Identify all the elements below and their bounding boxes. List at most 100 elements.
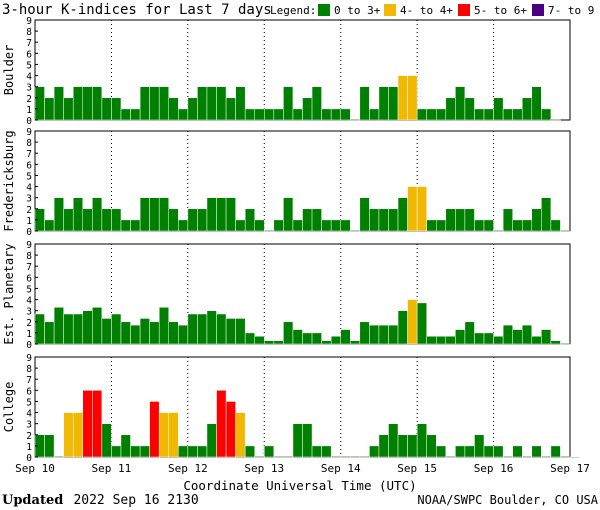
kindex-bar bbox=[330, 335, 341, 345]
kindex-bar bbox=[359, 197, 370, 232]
kindex-bar bbox=[111, 445, 122, 458]
kindex-bar bbox=[474, 108, 485, 121]
kindex-bar bbox=[264, 230, 275, 233]
y-tick-label: 0 bbox=[26, 227, 32, 238]
kindex-bar bbox=[63, 412, 74, 458]
kindex-bar bbox=[235, 318, 246, 345]
kindex-bar bbox=[63, 97, 74, 121]
kindex-bar bbox=[340, 219, 351, 232]
kindex-bar bbox=[264, 445, 275, 458]
kindex-bar bbox=[101, 318, 112, 345]
kindex-bar bbox=[311, 86, 322, 121]
kindex-bar bbox=[63, 313, 74, 345]
kindex-bar bbox=[455, 208, 466, 232]
kindex-bar bbox=[464, 321, 475, 345]
y-tick-label: 3 bbox=[26, 307, 32, 318]
kindex-bar bbox=[569, 456, 580, 459]
y-tick-label: 4 bbox=[26, 72, 32, 83]
kindex-bar bbox=[111, 97, 122, 121]
kindex-bar bbox=[244, 208, 255, 232]
kindex-bar bbox=[225, 197, 236, 232]
kindex-bar bbox=[72, 197, 84, 232]
kindex-bar bbox=[197, 445, 208, 458]
kindex-bar bbox=[273, 219, 284, 232]
legend-entry: 0 to 3+ bbox=[334, 4, 381, 17]
kindex-bar bbox=[483, 219, 494, 232]
kindex-bar bbox=[264, 340, 275, 345]
kindex-bar bbox=[206, 197, 217, 232]
kindex-bar bbox=[273, 340, 284, 345]
chart-title: 3-hour K-indices for Last 7 days bbox=[2, 2, 272, 18]
kindex-bar bbox=[101, 97, 112, 121]
x-tick-label: Sep 15 bbox=[397, 462, 437, 475]
kindex-bar bbox=[225, 97, 236, 121]
kindex-bar bbox=[283, 197, 294, 232]
kindex-bar bbox=[168, 412, 179, 458]
y-tick-label: 0 bbox=[26, 116, 32, 127]
legend: 0 to 3+ 4- to 4+ 5- to 6+ 7- to 9 bbox=[318, 4, 594, 17]
kindex-bar bbox=[254, 108, 265, 121]
kindex-bar bbox=[44, 219, 55, 232]
kindex-bar bbox=[206, 86, 217, 121]
y-tick-label: 1 bbox=[26, 329, 32, 340]
legend-label: Legend: bbox=[270, 4, 316, 17]
kindex-bar bbox=[340, 456, 351, 459]
kindex-bar bbox=[350, 230, 361, 233]
kindex-bar bbox=[292, 219, 303, 232]
kindex-bar bbox=[292, 423, 303, 458]
legend-swatch bbox=[532, 4, 544, 16]
kindex-bar bbox=[560, 343, 571, 346]
kindex-bar bbox=[139, 86, 150, 121]
kindex-bar bbox=[283, 456, 294, 459]
kindex-bar bbox=[101, 208, 112, 232]
svg-text:Updated 2022 Sep 16 21: Updated 2022 Sep 16 2130 bbox=[2, 493, 199, 508]
x-tick-label: Sep 17 bbox=[550, 462, 590, 475]
updated-time: 2022 Sep 16 2130 bbox=[73, 493, 198, 508]
kindex-bar bbox=[350, 119, 361, 122]
kindex-bar bbox=[92, 86, 103, 121]
kindex-bar bbox=[111, 313, 122, 345]
kindex-bar bbox=[330, 108, 341, 121]
kindex-bar bbox=[407, 186, 418, 232]
source-credit: NOAA/SWPC Boulder, CO USA bbox=[417, 493, 598, 507]
kindex-bar bbox=[493, 445, 504, 458]
kindex-bar bbox=[82, 390, 93, 458]
kindex-bar bbox=[139, 197, 150, 232]
y-tick-label: 8 bbox=[26, 27, 32, 38]
kindex-bar bbox=[82, 208, 93, 232]
kindex-bar bbox=[321, 219, 332, 232]
kindex-bar bbox=[426, 108, 437, 121]
kindex-bar bbox=[321, 445, 332, 458]
kindex-bar bbox=[464, 97, 475, 121]
kindex-bar bbox=[340, 108, 351, 121]
y-tick-label: 1 bbox=[26, 105, 32, 116]
kindex-bar bbox=[149, 197, 160, 232]
kindex-bar bbox=[502, 324, 513, 345]
y-tick-label: 5 bbox=[26, 171, 32, 182]
kindex-bar bbox=[455, 329, 466, 345]
kindex-bar bbox=[359, 86, 370, 121]
kindex-bar bbox=[436, 108, 447, 121]
y-tick-label: 8 bbox=[26, 364, 32, 375]
kindex-bar bbox=[130, 445, 141, 458]
y-tick-label: 1 bbox=[26, 442, 32, 453]
y-tick-label: 5 bbox=[26, 397, 32, 408]
kindex-bar bbox=[53, 86, 64, 121]
kindex-bar bbox=[44, 434, 55, 458]
kindex-bar bbox=[483, 108, 494, 121]
kindex-bar bbox=[512, 108, 523, 121]
kindex-bar bbox=[493, 335, 504, 345]
panel-label: College bbox=[2, 382, 16, 433]
kindex-bar bbox=[120, 434, 131, 458]
y-tick-label: 8 bbox=[26, 251, 32, 262]
x-axis-label: Coordinate Universal Time (UTC) bbox=[183, 478, 416, 493]
y-tick-label: 7 bbox=[26, 375, 32, 386]
kindex-bar bbox=[426, 219, 437, 232]
kindex-bar bbox=[311, 332, 322, 345]
kindex-bar bbox=[388, 208, 399, 232]
x-tick-label: Sep 14 bbox=[321, 462, 361, 475]
kindex-bar bbox=[378, 324, 389, 345]
y-tick-label: 6 bbox=[26, 160, 32, 171]
kindex-bar bbox=[101, 423, 112, 458]
